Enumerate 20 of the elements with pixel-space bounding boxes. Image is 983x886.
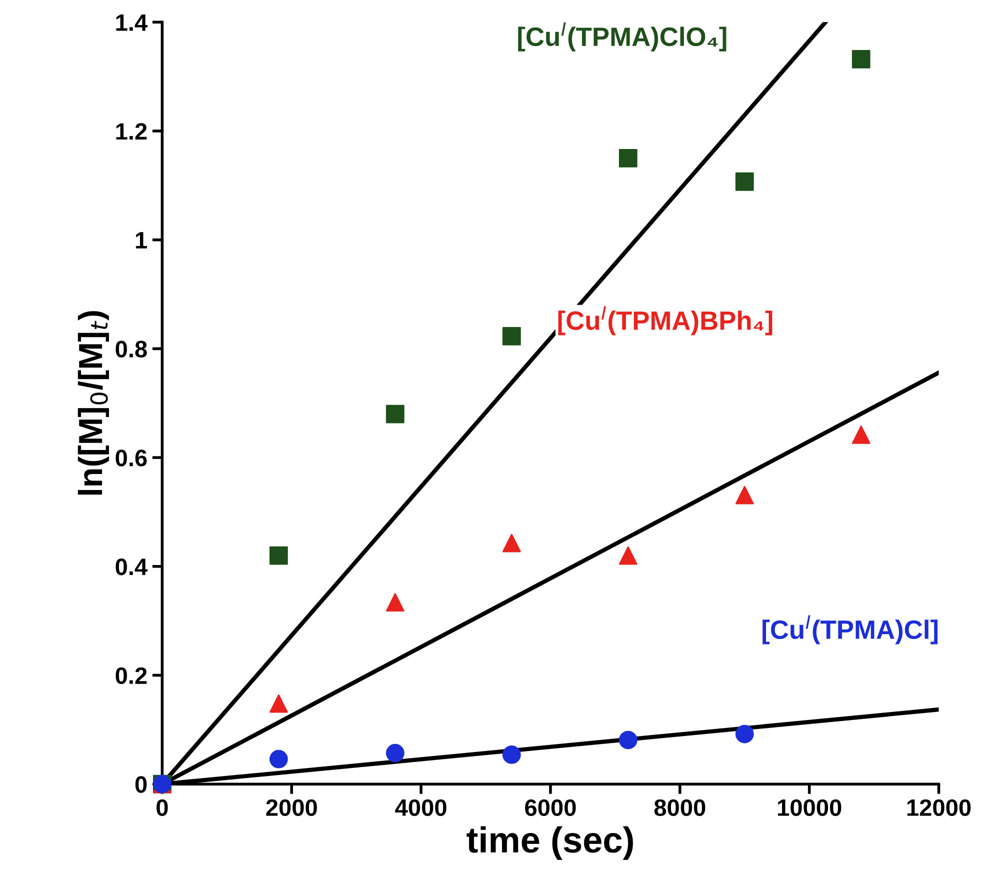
y-tick-label: 1.2: [116, 123, 147, 140]
x-tick-label: 0: [156, 799, 168, 816]
y-tick-label: 0.4: [116, 558, 148, 576]
y-tick-label: 0.2: [116, 667, 147, 684]
x-tick-label: 12000: [907, 799, 971, 816]
text: [Cu$^{I}$(TPMA)ClO₄]: [518, 22, 726, 52]
text: [Cu$^{I}$(TPMA)Cl]: [762, 615, 938, 644]
y-tick-label: 1.4: [116, 14, 148, 31]
x-tick-label: 6000: [525, 799, 576, 816]
y-tick-label: 0.8: [116, 340, 147, 358]
x-axis-title: time (sec): [466, 826, 633, 860]
x-tick-label: 8000: [654, 799, 706, 816]
y-tick-label: 0: [135, 776, 147, 793]
text: [Cu$^{I}$(TPMA)BPh₄]: [558, 306, 772, 336]
y-axis-title: ln([M]$_{0}$/[M]$_{t}$): [78, 311, 109, 495]
y-tick-label: 1: [136, 232, 147, 248]
y-tick-label: 0.6: [116, 450, 147, 466]
x-tick-label: 10000: [778, 799, 842, 816]
x-tick-label: 2000: [266, 799, 317, 816]
x-tick-label: 4000: [395, 799, 446, 816]
